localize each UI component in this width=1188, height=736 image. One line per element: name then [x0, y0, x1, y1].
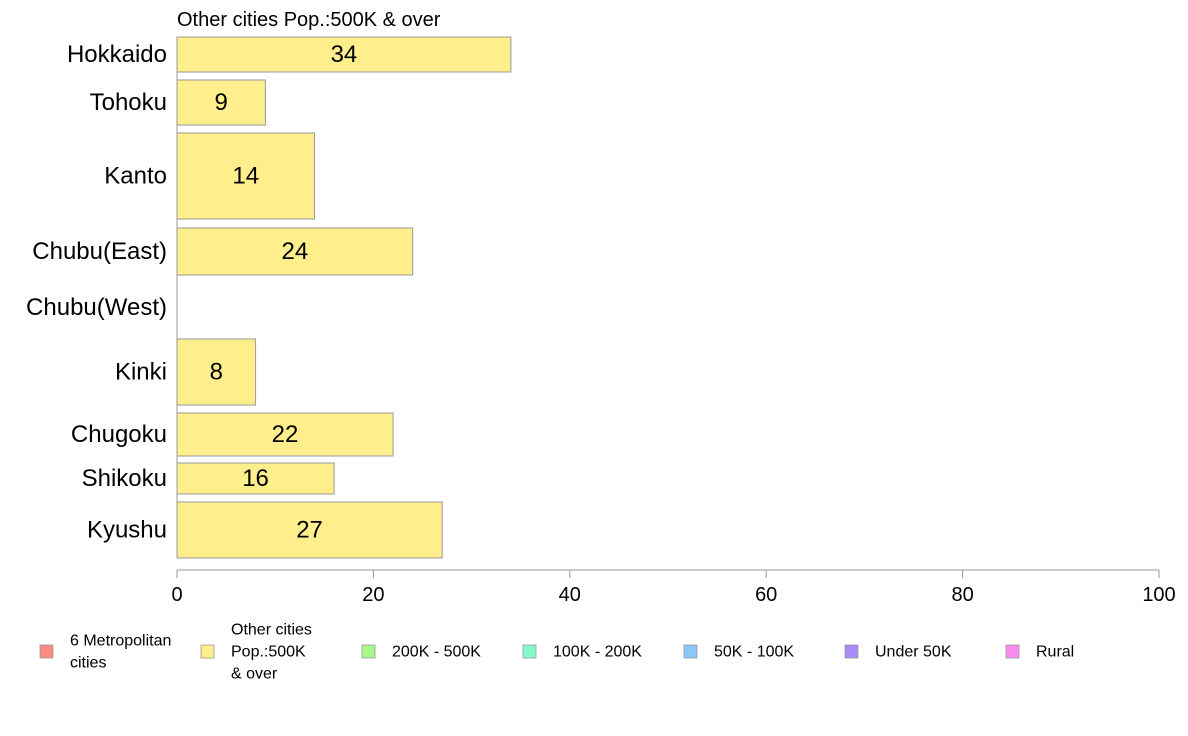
x-tick-label: 40 [559, 584, 581, 606]
bar-chugoku [176, 412, 394, 457]
legend: 6 Metropolitan cities Other cities Pop.:50… [39, 622, 1074, 683]
data-label: 8 [210, 359, 223, 386]
legend-label: Under 50K [875, 644, 952, 661]
category-label: Tohoku [90, 89, 167, 116]
bars-group: Hokkaido 34 Tohoku 9 Kanto 14 Chubu(East) 24 Chu… [26, 36, 512, 559]
data-label: 14 [232, 163, 259, 190]
legend-swatch [1005, 644, 1020, 659]
x-tick-label: 0 [171, 584, 182, 606]
bar-tohoku [176, 79, 266, 126]
legend-swatch [522, 644, 537, 659]
data-label: 22 [272, 421, 299, 448]
x-tick-label: 60 [755, 584, 777, 606]
legend-swatch [200, 644, 215, 659]
category-label: Shikoku [82, 465, 167, 492]
data-label: 27 [296, 517, 323, 544]
category-label: Kinki [115, 359, 167, 386]
legend-label: Other cities [231, 622, 312, 639]
legend-swatch [844, 644, 859, 659]
bar-kanto [176, 132, 315, 220]
category-label: Chubu(East) [32, 238, 167, 265]
legend-label: cities [70, 655, 106, 672]
legend-label: 6 Metropolitan [70, 633, 171, 650]
chart-title: Other cities Pop.:500K & over [177, 9, 441, 31]
category-label: Kyushu [87, 517, 167, 544]
bar-hokkaido [176, 36, 512, 73]
x-tick-label: 100 [1142, 584, 1175, 606]
legend-swatch [361, 644, 376, 659]
legend-label: Pop.:500K [231, 644, 306, 661]
legend-swatch [683, 644, 698, 659]
legend-label: 200K - 500K [392, 644, 481, 661]
data-label: 24 [281, 238, 308, 265]
category-label: Chubu(West) [26, 294, 167, 321]
bar-kinki [176, 338, 257, 406]
bar-chubu-east [176, 227, 414, 276]
x-axis: 0 20 40 60 80 100 [171, 569, 1176, 606]
category-label: Chugoku [71, 421, 167, 448]
data-label: 9 [215, 89, 228, 116]
legend-label: Rural [1036, 644, 1074, 661]
legend-label: & over [231, 666, 278, 683]
data-label: 34 [331, 41, 358, 68]
category-label: Kanto [104, 163, 167, 190]
legend-label: 100K - 200K [553, 644, 642, 661]
category-label: Hokkaido [67, 41, 167, 68]
x-tick-label: 80 [951, 584, 973, 606]
legend-label: 50K - 100K [714, 644, 794, 661]
x-tick-label: 20 [362, 584, 384, 606]
legend-swatch [39, 644, 54, 659]
data-label: 16 [242, 465, 269, 492]
bar-shikoku [176, 462, 335, 495]
